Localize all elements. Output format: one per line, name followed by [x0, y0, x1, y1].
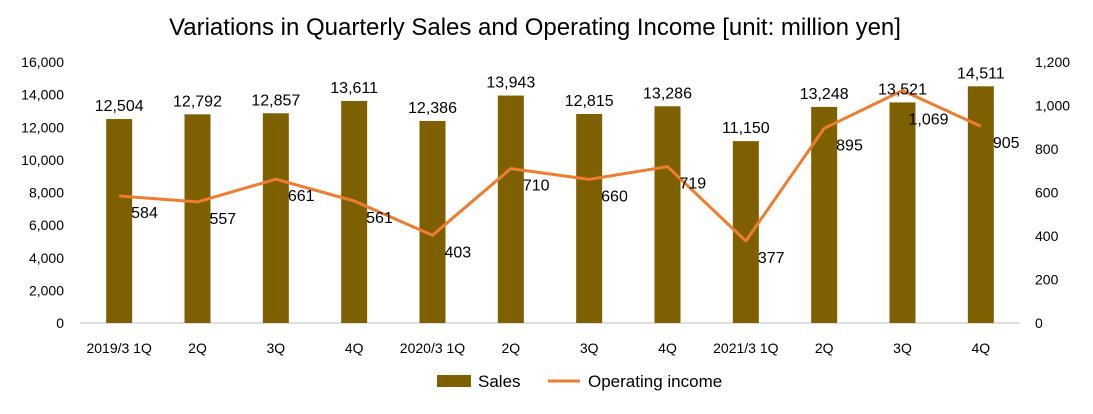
- sales-bar: [576, 113, 603, 323]
- operating-income-data-label: 660: [601, 188, 628, 205]
- y-left-tick-label: 0: [56, 315, 64, 331]
- operating-income-line: [118, 89, 982, 243]
- operating-income-data-label: 403: [445, 244, 472, 261]
- operating-income-point: [432, 234, 433, 236]
- operating-income-point: [980, 125, 982, 127]
- x-tick-label: 2021/3 1Q: [713, 340, 778, 356]
- sales-data-label: 13,286: [643, 85, 692, 102]
- x-axis-tick-labels: 2019/3 1Q 2Q 3Q 4Q 2020/3 1Q 2Q 3Q 4Q 2021/3 1Q 2…: [86, 340, 990, 356]
- operating-income-data-label: 584: [131, 205, 158, 222]
- sales-data-label: 12,386: [408, 100, 457, 117]
- y-left-tick-label: 4,000: [29, 250, 64, 266]
- legend: Sales Operating income: [437, 372, 722, 391]
- operating-income-data-label: 895: [836, 137, 863, 154]
- x-tick-label: 2020/3 1Q: [400, 340, 465, 356]
- operating-income-data-label: 719: [680, 176, 707, 193]
- x-tick-label: 3Q: [580, 340, 599, 356]
- sales-data-label: 12,504: [95, 98, 144, 115]
- sales-data-label: 12,857: [251, 92, 300, 109]
- operating-income-point: [588, 178, 590, 180]
- y-left-tick-label: 12,000: [21, 119, 64, 135]
- sales-data-label: 14,511: [957, 65, 1005, 82]
- legend-swatch-sales: [437, 375, 471, 387]
- data-labels: 12,504 12,792 12,857 13,611 12,386 13,943 12,8…: [95, 65, 1020, 267]
- sales-data-label: 11,150: [722, 120, 770, 137]
- y-left-tick-label: 6,000: [29, 217, 64, 233]
- legend-label-sales: Sales: [478, 372, 521, 391]
- x-tick-label: 4Q: [971, 340, 990, 356]
- sales-bar: [184, 114, 211, 323]
- y-right-tick-label: 200: [1035, 272, 1059, 288]
- x-tick-label: 3Q: [266, 340, 285, 356]
- sales-bar: [262, 113, 289, 323]
- legend-label-operating-income: Operating income: [588, 372, 722, 391]
- operating-income-data-label: 561: [366, 210, 393, 227]
- x-tick-label: 2Q: [188, 340, 207, 356]
- sales-bar: [889, 102, 916, 323]
- y-left-tick-label: 2,000: [29, 282, 64, 298]
- sales-bars: [106, 86, 994, 324]
- x-tick-label: 4Q: [345, 340, 364, 356]
- sales-data-label: 12,815: [565, 93, 614, 110]
- operating-income-point: [275, 178, 277, 180]
- sales-bar: [341, 100, 368, 323]
- operating-income-point: [823, 127, 825, 129]
- y-left-tick-label: 10,000: [21, 152, 64, 168]
- chart-title: Variations in Quarterly Sales and Operat…: [169, 14, 901, 41]
- operating-income-data-label: 905: [993, 135, 1020, 152]
- y-right-tick-label: 1,200: [1035, 54, 1070, 70]
- operating-income-point: [902, 89, 903, 91]
- operating-income-point: [353, 200, 355, 202]
- operating-income-data-label: 1,069: [909, 111, 949, 128]
- y-right-tick-label: 800: [1035, 141, 1059, 157]
- x-tick-label: 2Q: [501, 340, 520, 356]
- y-right-tick-label: 400: [1035, 228, 1059, 244]
- operating-income-data-label: 710: [523, 178, 550, 195]
- sales-bar: [654, 106, 681, 323]
- operating-income-point: [197, 201, 198, 203]
- operating-income-polyline: [119, 89, 982, 243]
- sales-data-label: 12,792: [173, 93, 222, 110]
- sales-bar: [419, 120, 446, 324]
- sales-data-label: 13,248: [800, 86, 849, 103]
- y-right-tick-label: 0: [1035, 315, 1043, 331]
- sales-bar: [497, 95, 524, 323]
- sales-data-label: 13,943: [486, 75, 535, 92]
- sales-data-label: 13,521: [878, 81, 927, 98]
- x-tick-label: 2Q: [815, 340, 834, 356]
- x-tick-label: 3Q: [893, 340, 912, 356]
- operating-income-point: [745, 240, 747, 242]
- y-left-tick-label: 8,000: [29, 185, 64, 201]
- operating-income-point: [118, 195, 120, 197]
- x-tick-label: 2019/3 1Q: [86, 340, 151, 356]
- y-left-tick-label: 14,000: [21, 87, 64, 103]
- y-right-tick-label: 1,000: [1035, 98, 1070, 114]
- operating-income-data-label: 557: [210, 211, 237, 228]
- y-left-tick-label: 16,000: [21, 54, 64, 70]
- axes: 0 2,000 4,000 6,000 8,000 10,000 12,000 14,000 1…: [21, 54, 1070, 331]
- sales-data-label: 13,611: [330, 80, 378, 97]
- x-tick-label: 4Q: [658, 340, 677, 356]
- operating-income-data-label: 377: [758, 250, 785, 267]
- y-right-tick-label: 600: [1035, 185, 1059, 201]
- operating-income-point: [510, 168, 512, 170]
- sales-bar: [106, 119, 133, 323]
- operating-income-point: [667, 166, 668, 168]
- operating-income-data-label: 661: [288, 188, 315, 205]
